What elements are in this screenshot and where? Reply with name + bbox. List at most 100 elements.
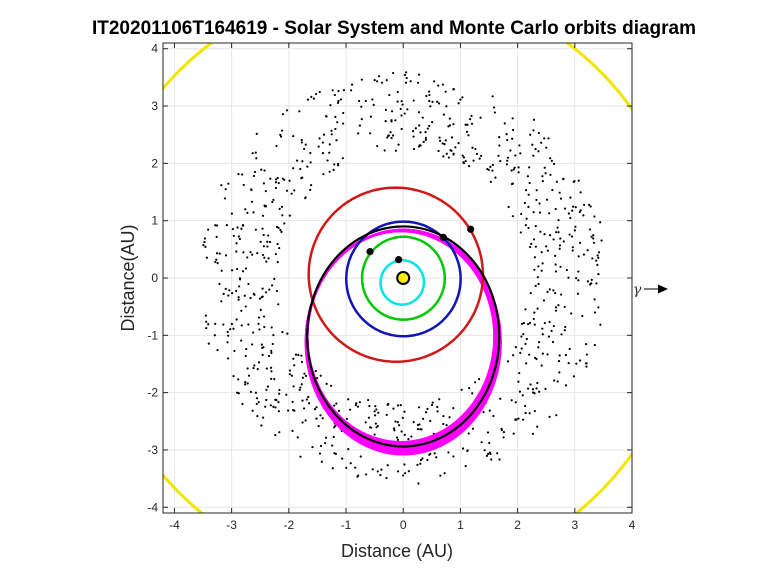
asteroid-point [407, 438, 410, 441]
asteroid-point [471, 392, 474, 395]
x-axis-label: Distance (AU) [341, 541, 453, 561]
asteroid-point [384, 108, 387, 111]
asteroid-point [518, 390, 522, 393]
asteroid-point [534, 245, 537, 248]
asteroid-point [244, 208, 247, 211]
asteroid-point [295, 159, 299, 162]
asteroid-point [207, 228, 210, 231]
asteroid-point [548, 320, 551, 324]
asteroid-point [426, 127, 429, 130]
asteroid-point [510, 169, 513, 172]
asteroid-point [447, 125, 450, 128]
asteroid-point [532, 118, 536, 121]
asteroid-point [554, 254, 557, 257]
asteroid-point [342, 122, 345, 125]
asteroid-point [385, 79, 388, 82]
asteroid-point [438, 398, 441, 401]
asteroid-point [389, 131, 392, 134]
asteroid-point [520, 322, 524, 325]
asteroid-point [271, 200, 274, 204]
asteroid-point [227, 294, 230, 297]
asteroid-point [412, 135, 415, 138]
asteroid-point [255, 402, 258, 406]
asteroid-point [247, 374, 251, 377]
asteroid-point [511, 215, 515, 218]
asteroid-point [593, 215, 596, 218]
asteroid-point [532, 317, 535, 321]
asteroid-point [216, 262, 219, 265]
asteroid-point [335, 402, 338, 405]
asteroid-point [450, 136, 454, 139]
asteroid-point [536, 307, 539, 310]
asteroid-point [543, 137, 546, 140]
asteroid-point [388, 93, 391, 97]
asteroid-point [567, 362, 570, 365]
asteroid-point [402, 474, 405, 477]
asteroid-point [292, 357, 295, 360]
asteroid-point [554, 263, 557, 266]
asteroid-point [431, 401, 434, 404]
asteroid-point [290, 192, 293, 195]
asteroid-point [452, 88, 455, 91]
asteroid-point [270, 349, 273, 353]
asteroid-point [276, 176, 279, 180]
asteroid-point [597, 256, 600, 259]
asteroid-point [480, 441, 483, 444]
asteroid-point [544, 387, 547, 391]
chart-title: IT20201106T164619 - Solar System and Mon… [92, 18, 696, 39]
asteroid-point [497, 154, 500, 157]
asteroid-point [256, 368, 259, 371]
asteroid-point [555, 414, 558, 417]
asteroid-point [552, 289, 555, 292]
asteroid-point [403, 410, 406, 413]
asteroid-point [385, 476, 388, 480]
asteroid-point [357, 132, 360, 135]
asteroid-point [491, 169, 494, 172]
asteroid-point [220, 300, 223, 303]
asteroid-point [401, 416, 404, 419]
asteroid-point [278, 388, 281, 392]
asteroid-point [278, 431, 281, 434]
asteroid-point [436, 405, 439, 409]
asteroid-point [244, 383, 247, 386]
asteroid-point [511, 128, 515, 132]
asteroid-point [328, 143, 331, 146]
asteroid-point [421, 457, 424, 460]
asteroid-point [394, 149, 397, 152]
asteroid-point [556, 226, 559, 229]
asteroid-point [278, 207, 281, 211]
mars-orbit [307, 186, 485, 363]
asteroid-point [447, 156, 450, 159]
asteroid-point [528, 353, 531, 356]
asteroid-point [498, 144, 501, 147]
asteroid-point [554, 306, 558, 309]
asteroid-point [202, 244, 205, 247]
asteroid-point [449, 149, 452, 152]
asteroid-point [576, 292, 580, 295]
asteroid-point [390, 119, 393, 122]
asteroid-point [321, 417, 324, 420]
asteroid-point [333, 163, 336, 166]
asteroid-point [333, 426, 336, 429]
asteroid-point [524, 342, 527, 346]
asteroid-point [261, 253, 265, 257]
asteroid-point [546, 353, 549, 356]
asteroid-point [315, 406, 318, 409]
asteroid-point [416, 428, 420, 431]
asteroid-point [319, 444, 323, 448]
asteroid-point [539, 230, 542, 233]
asteroid-point [391, 134, 395, 137]
asteroid-point [464, 464, 467, 468]
y-tick-label: -4 [147, 500, 158, 514]
asteroid-point [448, 117, 451, 120]
asteroid-point [216, 349, 219, 352]
asteroid-point [506, 156, 509, 159]
asteroid-point [404, 472, 407, 475]
asteroid-point [317, 145, 320, 148]
asteroid-point [445, 152, 448, 155]
asteroid-point [485, 454, 489, 457]
asteroid-point [596, 254, 599, 257]
asteroid-point [568, 233, 571, 236]
asteroid-point [274, 178, 278, 181]
asteroid-point [429, 419, 432, 422]
